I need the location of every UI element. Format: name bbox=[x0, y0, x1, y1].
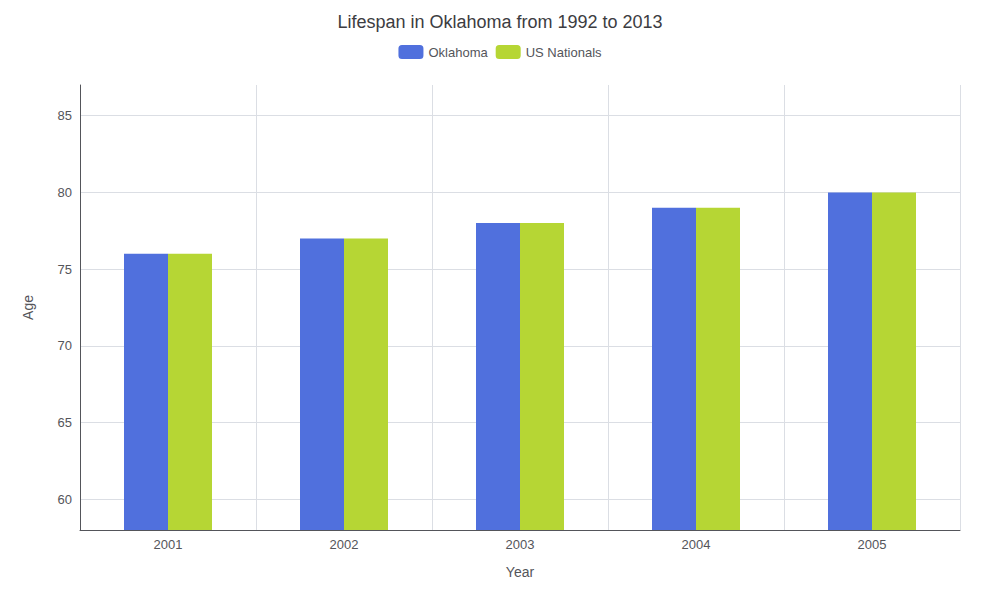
svg-text:2005: 2005 bbox=[858, 537, 887, 552]
svg-text:2002: 2002 bbox=[330, 537, 359, 552]
svg-text:60: 60 bbox=[58, 492, 72, 507]
svg-text:2003: 2003 bbox=[506, 537, 535, 552]
svg-text:75: 75 bbox=[58, 262, 72, 277]
svg-text:2004: 2004 bbox=[682, 537, 711, 552]
svg-text:US Nationals: US Nationals bbox=[526, 45, 602, 60]
svg-text:70: 70 bbox=[58, 338, 72, 353]
svg-text:Year: Year bbox=[506, 564, 535, 580]
svg-text:Age: Age bbox=[20, 295, 36, 320]
svg-text:2001: 2001 bbox=[154, 537, 183, 552]
svg-text:Oklahoma: Oklahoma bbox=[428, 45, 488, 60]
svg-text:85: 85 bbox=[58, 108, 72, 123]
svg-text:65: 65 bbox=[58, 415, 72, 430]
svg-text:Lifespan in Oklahoma from 1992: Lifespan in Oklahoma from 1992 to 2013 bbox=[337, 12, 662, 32]
svg-text:80: 80 bbox=[58, 185, 72, 200]
